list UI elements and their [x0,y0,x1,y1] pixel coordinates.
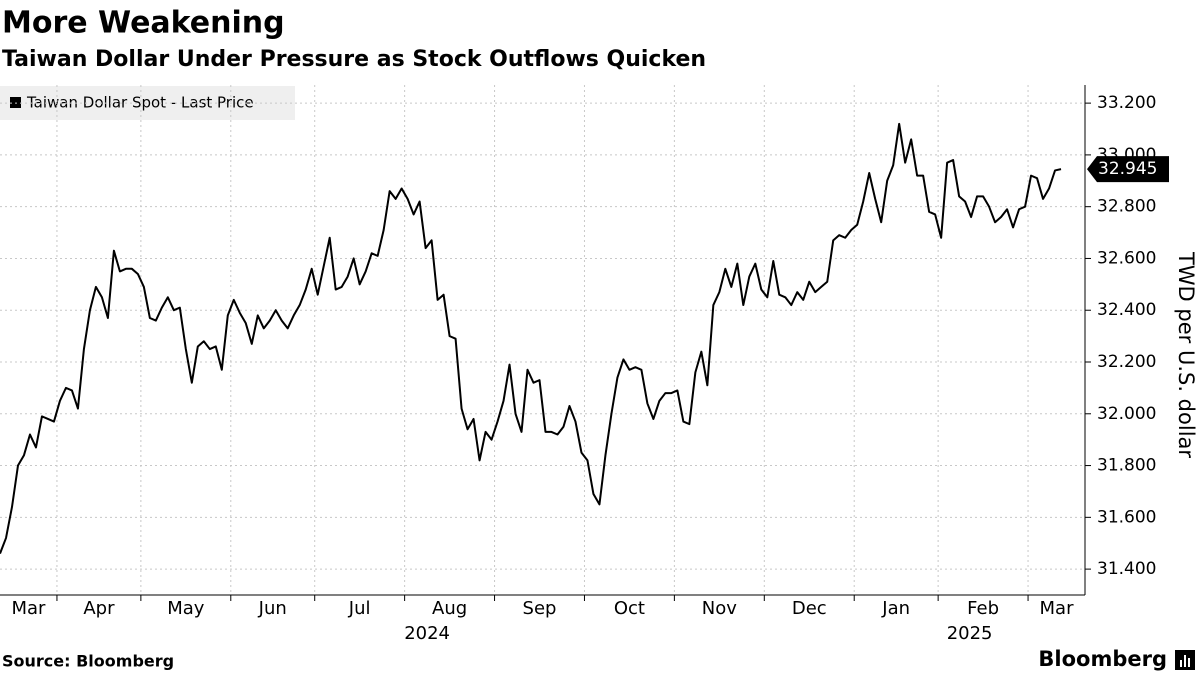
x-tick-label: Nov [702,598,737,619]
x-tick-label: Mar [11,598,46,619]
x-tick-label: Feb [967,598,999,619]
y-tick-label: 32.400 [1097,300,1156,320]
chart-subtitle: Taiwan Dollar Under Pressure as Stock Ou… [2,47,706,72]
source: Source: Bloomberg [2,652,174,671]
y-tick-label: 32.200 [1097,352,1156,372]
last-value-tag [1087,156,1169,183]
x-tick-label: Dec [792,598,827,619]
x-tick-label: May [167,598,205,619]
last-value-label: 32.945 [1098,159,1157,179]
y-tick-label: 31.400 [1097,559,1156,579]
legend-label: Taiwan Dollar Spot - Last Price [26,94,254,112]
y-axis-label: TWD per U.S. dollar [1174,251,1198,458]
y-tick-label: 32.600 [1097,248,1156,268]
y-tick-label: 31.800 [1097,456,1156,476]
x-tick-label: Mar [1040,598,1075,619]
legend-swatch [10,97,21,108]
y-tick-label: 33.200 [1097,93,1156,113]
brand-icon [1175,650,1195,670]
x-tick-label: Aug [432,598,467,619]
y-tick-label: 31.600 [1097,507,1156,527]
x-tick-label: Apr [83,598,115,619]
price-line [0,122,1062,554]
x-tick-label: Sep [523,598,557,619]
x-tick-label: Jul [348,598,371,619]
year-label: 2025 [947,623,993,644]
year-label: 2024 [404,623,450,644]
x-tick-label: Oct [614,598,645,619]
x-tick-label: Jun [258,598,287,619]
x-tick-label: Jan [881,598,910,619]
chart-title: More Weakening [2,6,285,41]
y-tick-label: 32.000 [1097,404,1156,424]
brand: Bloomberg [1038,647,1167,671]
y-tick-label: 32.800 [1097,197,1156,217]
